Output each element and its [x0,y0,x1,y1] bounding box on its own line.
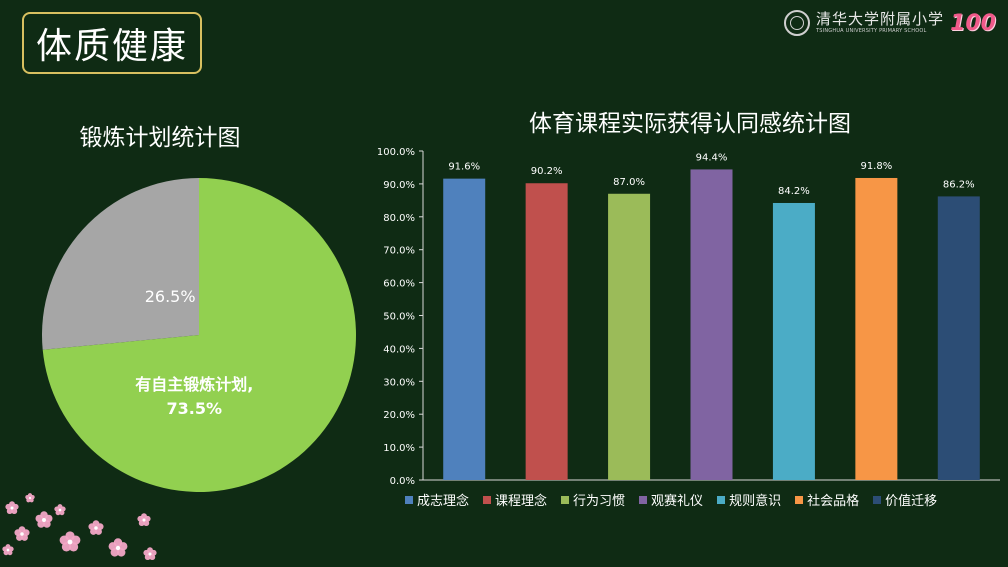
legend-item: 成志理念 [405,490,469,509]
y-tick-label: 0.0% [390,476,415,487]
flower-decoration [2,493,157,561]
legend-swatch [639,495,648,504]
school-logo: 清华大学附属小学 TSINGHUA UNIVERSITY PRIMARY SCH… [784,6,996,40]
flower-icon [137,513,151,527]
flower-icon [35,511,53,528]
y-tick-label: 60.0% [383,279,415,290]
legend-item: 价值迁移 [873,490,937,509]
legend-label: 课程理念 [495,494,548,509]
legend-item: 规则意识 [717,490,781,509]
bar-5 [855,177,898,480]
bar-3 [690,169,733,480]
bar-value-label: 84.2% [778,186,810,197]
bar-value-label: 91.8% [860,161,892,172]
flower-icon [54,504,66,516]
bar-value-label: 86.2% [943,179,975,190]
legend-swatch [561,495,570,504]
legend-item: 课程理念 [483,490,547,509]
y-tick-label: 90.0% [383,180,415,191]
legend-item: 行为习惯 [561,490,625,509]
legend-swatch [717,495,726,504]
y-tick-label: 10.0% [383,443,415,454]
legend-label: 价值迁移 [885,494,938,509]
pie-slice-value-label: 26.5% [145,287,196,306]
legend-label: 规则意识 [729,494,782,509]
y-tick-label: 40.0% [383,344,415,355]
y-tick-label: 70.0% [383,246,415,257]
y-tick-label: 30.0% [383,377,415,388]
pie-chart-title: 锻炼计划统计图 [79,125,241,151]
legend-swatch [483,495,492,504]
anniversary-badge: 100 [950,10,996,36]
bar-chart: 0.0% 10.0% 20.0% 30.0% 40.0% 50.0% 60.0% 70.0% 8… [377,147,1000,487]
pie-slice-1 [41,178,199,350]
pie-slice-value-label: 73.5% [167,399,223,418]
page-title: 体质健康 [35,26,188,67]
legend-item: 社会品格 [795,490,859,509]
school-name-cn: 清华大学附属小学 [816,10,945,28]
legend-swatch [405,495,413,504]
legend-label: 观赛礼仪 [651,494,704,509]
bar-4 [772,202,815,480]
page-title-box: 体质健康 [22,12,202,74]
school-name-en: TSINGHUA UNIVERSITY PRIMARY SCHOOL [816,28,927,34]
flower-icon [25,493,35,503]
bar-1 [525,183,568,480]
legend-label: 行为习惯 [573,494,626,509]
flower-icon [59,531,81,552]
bar-chart-legend: 成志理念 课程理念 行为习惯 观赛礼仪 规则意识 社会品格 价值迁移 [405,490,937,509]
bar-value-label: 91.6% [448,162,480,173]
flower-icon [143,547,157,561]
flower-icon [2,544,14,556]
y-tick-label: 80.0% [383,213,415,224]
pie-slice-0 [42,178,356,492]
y-tick-label: 50.0% [383,312,415,323]
bar-value-label: 94.4% [696,152,728,163]
legend-label: 成志理念 [417,494,470,509]
flower-icon [88,520,104,535]
y-tick-label: 20.0% [383,410,415,421]
legend-swatch [795,495,804,504]
school-seal-icon [784,10,811,36]
y-tick-label: 100.0% [377,147,415,158]
bar-chart-title: 体育课程实际获得认同感统计图 [529,111,851,137]
flower-icon [14,526,30,541]
legend-label: 社会品格 [807,494,860,509]
pie-slice-label: 有自主锻炼计划, [135,375,253,394]
bar-6 [937,196,980,480]
bar-2 [608,193,651,480]
legend-swatch [873,495,882,504]
pie-chart: 有自主锻炼计划, 73.5% 26.5% [41,178,356,492]
flower-icon [5,501,19,515]
flower-icon [108,538,128,557]
legend-item: 观赛礼仪 [639,490,703,509]
bar-value-label: 90.2% [531,166,563,177]
bar-0 [443,178,486,481]
bar-value-label: 87.0% [613,177,645,188]
